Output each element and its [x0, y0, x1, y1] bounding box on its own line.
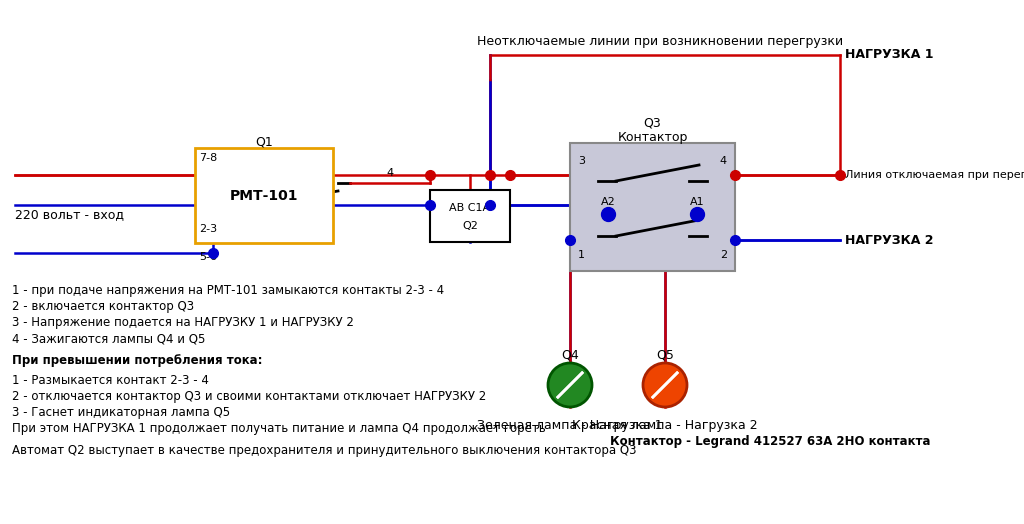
Text: 4: 4: [720, 156, 727, 166]
Text: 1 - при подаче напряжения на РМТ-101 замыкаются контакты 2-3 - 4: 1 - при подаче напряжения на РМТ-101 зам…: [12, 284, 444, 297]
Text: 1 - Размыкается контакт 2-3 - 4: 1 - Размыкается контакт 2-3 - 4: [12, 374, 209, 387]
Bar: [570, 143, 735, 271]
Text: Q4: Q4: [561, 348, 579, 362]
Text: 2-3: 2-3: [199, 224, 217, 234]
Text: 220 вольт - вход: 220 вольт - вход: [15, 209, 124, 222]
Text: НАГРУЗКА 1: НАГРУЗКА 1: [845, 49, 934, 61]
Text: 3 - Гаснет индикаторная лампа Q5: 3 - Гаснет индикаторная лампа Q5: [12, 406, 230, 419]
Text: Контактор - Legrand 412527 63А 2НО контакта: Контактор - Legrand 412527 63А 2НО конта…: [610, 435, 931, 448]
Text: Q5: Q5: [656, 348, 674, 362]
Text: Q1: Q1: [255, 136, 272, 148]
Text: При превышении потребления тока:: При превышении потребления тока:: [12, 354, 262, 367]
Text: A2: A2: [601, 197, 615, 207]
Text: A1: A1: [690, 197, 705, 207]
Text: Зеленая лампа - Нагрузка 1: Зеленая лампа - Нагрузка 1: [477, 419, 663, 432]
Text: 4 - Зажигаются лампы Q4 и Q5: 4 - Зажигаются лампы Q4 и Q5: [12, 332, 206, 345]
Circle shape: [548, 363, 592, 407]
Text: НАГРУЗКА 2: НАГРУЗКА 2: [845, 234, 934, 246]
Text: 4: 4: [386, 168, 393, 178]
Text: АВ C1A: АВ C1A: [450, 203, 490, 213]
Text: 7-8: 7-8: [199, 153, 217, 163]
Text: 2 - отключается контактор Q3 и своими контактами отключает НАГРУЗКУ 2: 2 - отключается контактор Q3 и своими ко…: [12, 390, 486, 403]
Bar: [430, 190, 510, 242]
Text: Q3: Q3: [644, 116, 662, 129]
Text: 2: 2: [720, 250, 727, 260]
Text: При этом НАГРУЗКА 1 продолжает получать питание и лампа Q4 продолжает гореть: При этом НАГРУЗКА 1 продолжает получать …: [12, 422, 546, 435]
Text: Неотключаемые линии при возникновении перегрузки: Неотключаемые линии при возникновении пе…: [477, 36, 843, 49]
Text: Q2: Q2: [462, 222, 478, 232]
Text: 3: 3: [578, 156, 585, 166]
Text: РМТ-101: РМТ-101: [229, 189, 298, 202]
Text: 3 - Напряжение подается на НАГРУЗКУ 1 и НАГРУЗКУ 2: 3 - Напряжение подается на НАГРУЗКУ 1 и …: [12, 316, 354, 329]
Text: Автомат Q2 выступает в качестве предохранителя и принудительного выключения конт: Автомат Q2 выступает в качестве предохра…: [12, 444, 637, 457]
Text: Контактор: Контактор: [617, 130, 688, 144]
Text: Линия отключаемая при перегрузке: Линия отключаемая при перегрузке: [845, 170, 1024, 180]
Circle shape: [643, 363, 687, 407]
Text: 1: 1: [578, 250, 585, 260]
Text: Красная лампа - Нагрузка 2: Красная лампа - Нагрузка 2: [572, 419, 758, 432]
Bar: [195, 148, 333, 243]
Text: 2 - включается контактор Q3: 2 - включается контактор Q3: [12, 300, 195, 313]
Text: 5-6: 5-6: [199, 252, 217, 262]
